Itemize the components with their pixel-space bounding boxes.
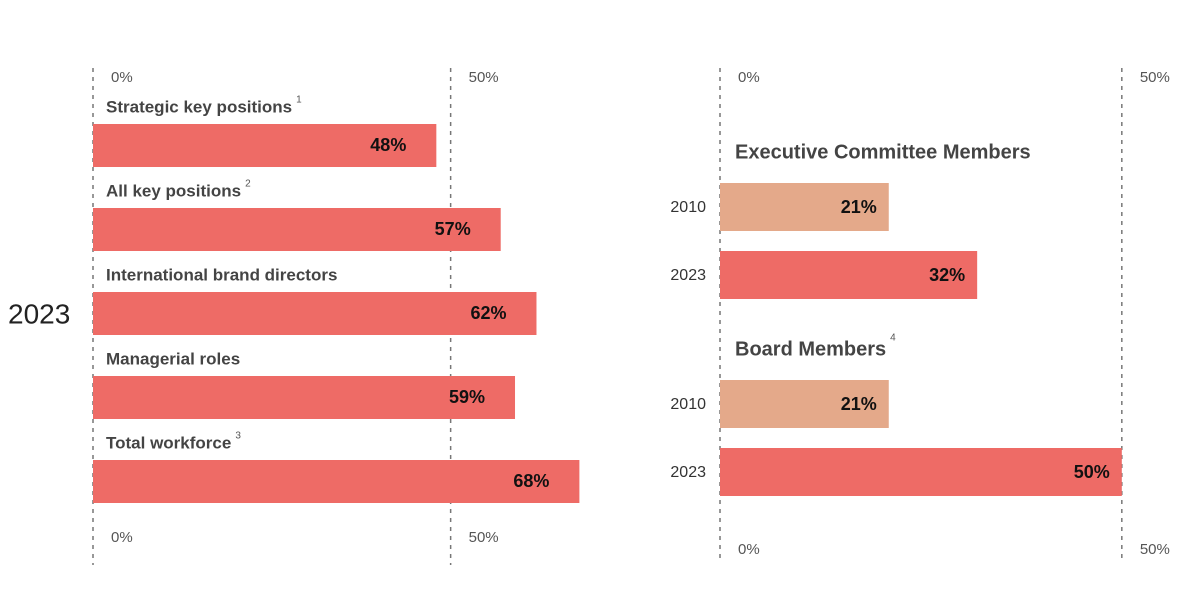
group-title: Executive Committee Members [735,141,1031,163]
category-label: International brand directors [106,265,337,284]
x-tick-label: 50% [469,69,499,86]
value-label: 32% [929,265,965,285]
value-label: 68% [513,471,549,491]
year-label: 2023 [670,464,706,481]
bar [720,448,1122,496]
year-label: 2023 [670,267,706,284]
value-label: 48% [370,135,406,155]
x-tick-label: 0% [111,529,133,546]
value-label: 50% [1074,462,1110,482]
category-label: All key positions [106,181,241,200]
bar [720,251,978,299]
value-label: 21% [841,197,877,217]
bar [93,208,501,251]
year-label: 2010 [670,199,706,216]
x-tick-label: 0% [111,69,133,86]
category-label: Total workforce [106,433,231,452]
x-tick-label: 0% [738,541,760,558]
footnote-mark: 2 [245,179,251,190]
bar [93,376,516,419]
value-label: 21% [841,394,877,414]
footnote-mark: 1 [296,95,302,106]
bar [93,124,437,167]
x-tick-label: 0% [738,69,760,86]
bar [720,380,889,428]
footnote-mark: 3 [235,431,241,442]
x-tick-label: 50% [469,529,499,546]
group-label: 2023 [8,298,70,329]
bar [720,183,889,231]
value-label: 57% [435,219,471,239]
x-tick-label: 50% [1140,69,1170,86]
footnote-mark: 4 [890,333,896,344]
category-label: Strategic key positions [106,97,292,116]
group-title: Board Members [735,338,886,360]
value-label: 59% [449,387,485,407]
bar [93,460,580,503]
category-label: Managerial roles [106,349,240,368]
x-tick-label: 50% [1140,541,1170,558]
year-label: 2010 [670,396,706,413]
bar [93,292,537,335]
value-label: 62% [470,303,506,323]
